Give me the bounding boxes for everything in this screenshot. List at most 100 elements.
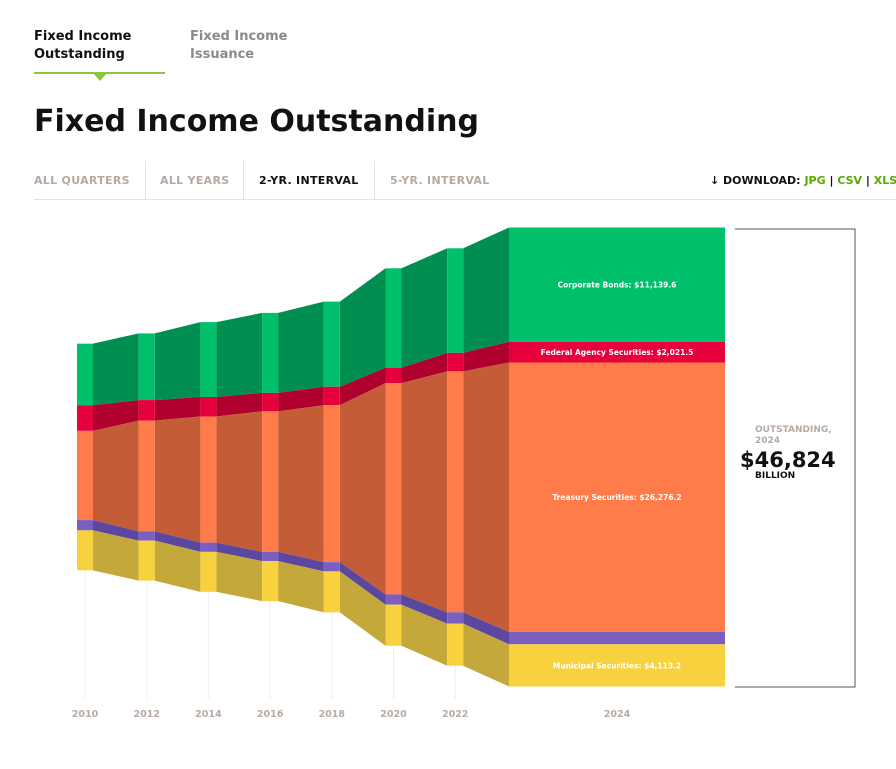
segment — [323, 405, 340, 563]
segment — [200, 551, 217, 592]
x-tick-label: 2022 — [442, 709, 468, 720]
segment — [385, 367, 402, 384]
segment — [447, 371, 464, 613]
flow — [278, 551, 324, 572]
download-label: DOWNLOAD: — [723, 174, 801, 187]
flow — [93, 420, 139, 532]
segment-label: Corporate Bonds: $11,139.6 — [558, 281, 677, 290]
segment — [77, 405, 93, 431]
annotation-caption: 2024 — [755, 436, 780, 446]
flow — [463, 341, 509, 372]
segment — [138, 540, 155, 581]
flow — [401, 604, 448, 666]
flow — [463, 612, 509, 645]
segment-label: Federal Agency Securities: $2,021.5 — [541, 348, 694, 357]
segment — [200, 396, 217, 417]
segment — [138, 531, 155, 541]
segment — [138, 333, 155, 401]
segment — [447, 248, 464, 353]
flow — [216, 392, 263, 417]
download-link[interactable]: JPG — [804, 174, 826, 187]
segment — [77, 343, 93, 406]
x-tick-label: 2010 — [72, 709, 99, 720]
separator — [374, 161, 375, 199]
segment — [447, 612, 464, 624]
filter-rule — [34, 199, 896, 200]
x-tick-label: 2024 — [604, 709, 631, 720]
chart: OUTSTANDING, 2024 $46,824 BILLION 2010 20… — [72, 227, 856, 720]
x-tick-label: 2020 — [380, 709, 407, 720]
segment — [447, 352, 464, 372]
segment — [323, 386, 340, 406]
segment — [385, 383, 402, 595]
segment — [385, 594, 402, 605]
segment — [323, 562, 340, 572]
filter[interactable]: 2-YR. INTERVAL — [259, 174, 359, 187]
segment — [138, 400, 155, 421]
flow — [154, 540, 201, 592]
annotation-total: $46,824 — [740, 448, 836, 472]
flow — [278, 561, 324, 613]
flow — [93, 333, 139, 406]
segment — [509, 362, 725, 633]
flow — [339, 268, 386, 387]
segment — [200, 416, 217, 543]
flow — [339, 571, 386, 646]
segment-label: Municipal Securities: $4,113.2 — [553, 661, 681, 670]
segment — [385, 604, 402, 646]
segment-label: Treasury Securities: $26,276.2 — [552, 493, 681, 502]
segment — [262, 312, 279, 393]
segment — [262, 551, 279, 562]
segment — [262, 392, 279, 412]
page-title: Fixed Income Outstanding — [34, 104, 479, 139]
flow — [401, 352, 448, 384]
filter[interactable]: 5-YR. INTERVAL — [390, 174, 490, 187]
flow — [401, 594, 448, 624]
segment — [200, 322, 217, 397]
flow — [216, 312, 263, 397]
flow — [216, 551, 263, 602]
flow — [154, 531, 201, 552]
flow — [278, 386, 324, 412]
segment — [262, 561, 279, 602]
flow — [463, 227, 509, 353]
filter[interactable]: ALL QUARTERS — [34, 174, 130, 187]
x-tick-label: 2016 — [257, 709, 284, 720]
flow — [216, 411, 263, 552]
segment — [262, 411, 279, 552]
flow — [463, 362, 509, 633]
flow — [154, 416, 201, 543]
segment — [385, 268, 402, 368]
filter[interactable]: ALL YEARS — [160, 174, 230, 187]
segment — [138, 420, 155, 532]
segment — [200, 542, 217, 552]
flow — [278, 405, 324, 563]
x-tick-label: 2018 — [319, 709, 346, 720]
segment — [509, 227, 725, 342]
flow — [216, 542, 263, 562]
flow — [278, 301, 324, 393]
flow — [93, 520, 139, 541]
download-bar: ↓ DOWNLOAD: JPG | CSV | XLS — [710, 174, 896, 187]
tab[interactable]: Fixed Income Outstanding — [34, 29, 132, 62]
tab[interactable]: Fixed Income Issuance — [190, 29, 288, 62]
segment — [77, 530, 93, 571]
annotation-unit: BILLION — [755, 471, 795, 481]
download-link[interactable]: XLS — [873, 174, 896, 187]
flow — [339, 562, 386, 605]
separator — [243, 161, 244, 199]
flow — [401, 248, 448, 368]
segment — [509, 644, 725, 687]
segment — [509, 632, 725, 645]
segment — [323, 301, 340, 387]
tab-pointer — [93, 73, 107, 81]
annotation-caption: OUTSTANDING, — [755, 425, 832, 435]
flow — [154, 396, 201, 421]
bracket — [735, 228, 856, 688]
flow — [339, 383, 386, 595]
x-tick-label: 2014 — [195, 709, 222, 720]
flow — [339, 367, 386, 406]
download-link[interactable]: CSV — [837, 174, 863, 187]
segment — [77, 430, 93, 521]
